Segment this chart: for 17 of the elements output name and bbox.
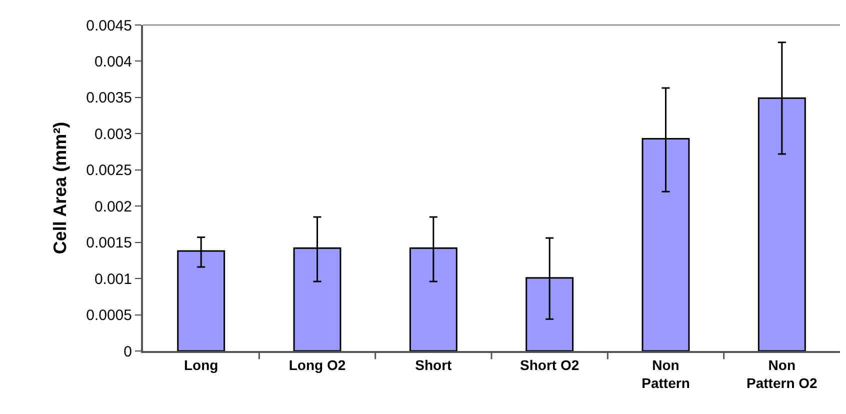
y-tick-label: 0.001 — [94, 270, 132, 288]
y-tick-label: 0.0045 — [86, 17, 132, 34]
y-tick-label: 0.002 — [94, 198, 132, 216]
y-tick-label: 0.0025 — [86, 162, 132, 180]
x-tick-label: Long — [184, 356, 218, 373]
x-tick-label: Long O2 — [288, 356, 346, 373]
x-tick-label: Non Pattern O2 — [746, 356, 818, 391]
x-tick-label: Short — [415, 356, 452, 373]
x-tick-label: Non Pattern — [642, 356, 690, 391]
y-tick-label: 0.0005 — [86, 307, 132, 324]
y-tick-label: 0.003 — [94, 126, 132, 143]
y-axis-title: Cell Area (mm²) — [50, 122, 70, 254]
y-tick-label: 0 — [124, 343, 132, 360]
y-tick-label: 0.004 — [94, 53, 132, 70]
y-tick-label: 0.0035 — [86, 90, 132, 107]
x-tick-label: Short O2 — [520, 356, 580, 373]
y-tick-label: 0.0015 — [86, 234, 132, 252]
